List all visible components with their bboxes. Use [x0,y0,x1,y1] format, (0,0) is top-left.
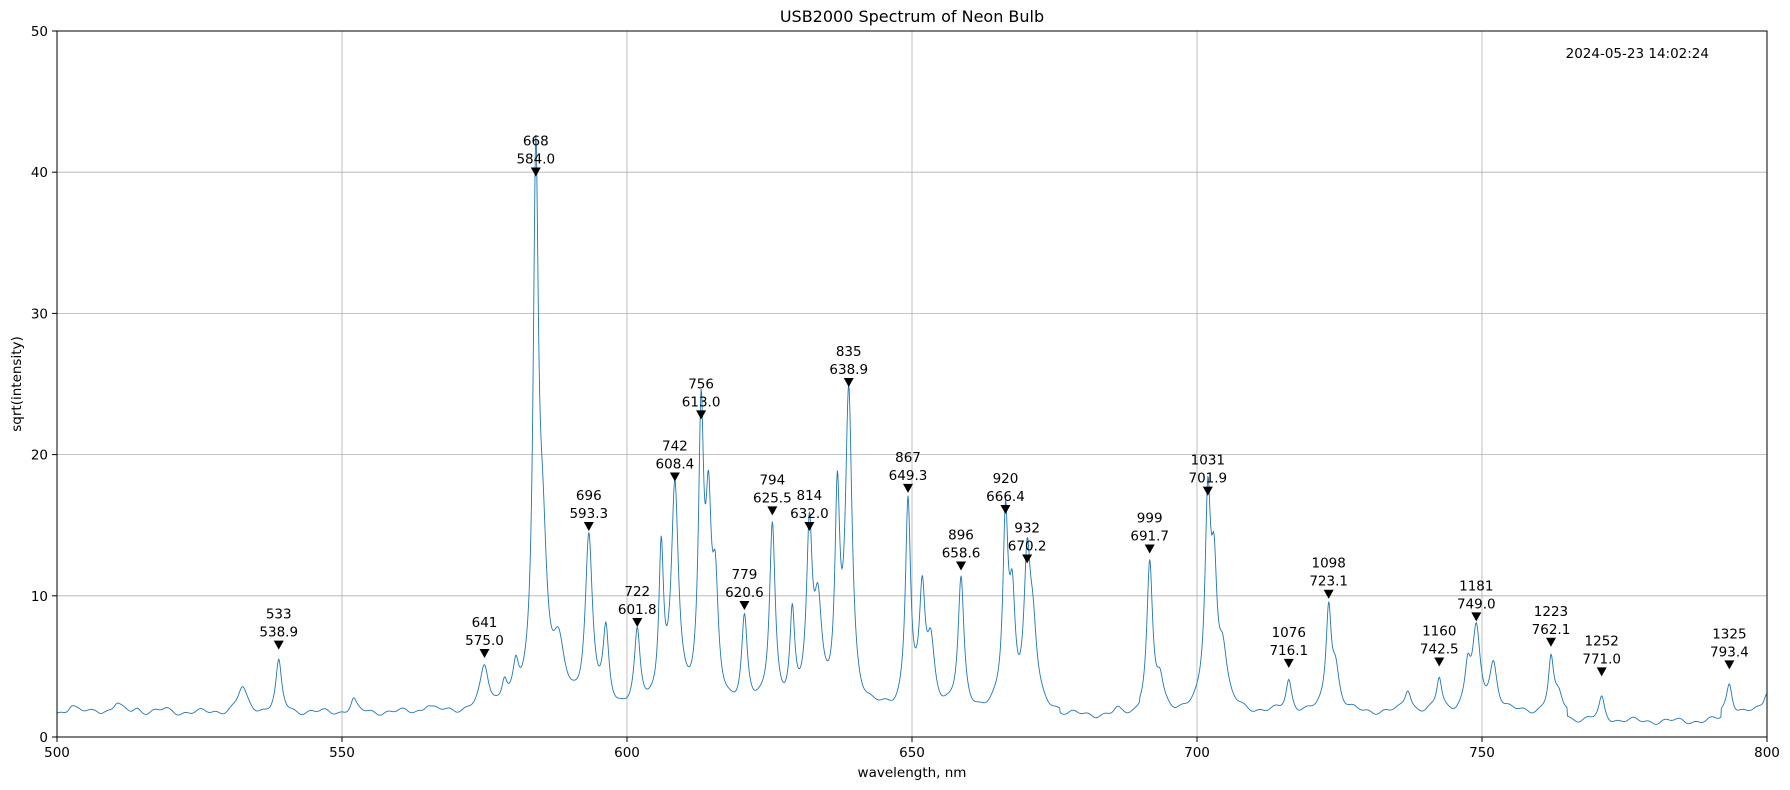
peak-marker [1000,505,1011,515]
peak-wavelength-label: 666.4 [986,489,1025,505]
y-tick-label: 40 [31,165,48,181]
peak-marker [632,617,643,627]
peak-marker [1022,554,1033,564]
peak-wavelength-label: 613.0 [682,394,721,410]
peak-index-label: 742 [662,439,688,455]
peak-wavelength-label: 771.0 [1582,651,1621,667]
peak-marker [903,483,914,493]
peak-index-label: 533 [266,607,292,623]
peak-wavelength-label: 649.3 [889,468,928,484]
peak-markers: 533 538.9 641 575.0 668 584.0 696 593.3 722 601.8… [259,134,1749,677]
peak-marker [479,649,490,659]
peak-index-label: 1031 [1191,453,1225,469]
peak-marker [1202,486,1213,496]
peak-marker [1596,667,1607,677]
peak-wavelength-label: 691.7 [1130,529,1169,545]
peak-wavelength-label: 620.6 [725,585,764,601]
peak-index-label: 932 [1014,520,1040,536]
x-tick-label: 700 [1184,745,1210,761]
peak-index-label: 867 [895,450,921,466]
peak-marker [843,377,854,387]
peak-wavelength-label: 716.1 [1269,643,1308,659]
x-tick-label: 600 [614,745,640,761]
peak-index-label: 1325 [1712,626,1746,642]
peak-index-label: 794 [759,472,785,488]
peak-index-label: 1160 [1422,624,1456,640]
x-tick-label: 800 [1754,745,1780,761]
peak-wavelength-label: 749.0 [1457,596,1496,612]
peak-wavelength-label: 638.9 [829,362,868,378]
y-tick-label: 30 [31,306,48,322]
peak-marker [583,521,594,531]
y-tick-label: 0 [39,730,48,746]
peak-index-label: 779 [732,567,758,583]
y-tick-label: 20 [31,448,48,464]
timestamp-annotation: 2024-05-23 14:02:24 [1566,46,1709,62]
peak-index-label: 1223 [1534,604,1568,620]
peak-wavelength-label: 575.0 [465,633,504,649]
peak-index-label: 835 [836,344,862,360]
peak-index-label: 1098 [1311,556,1345,572]
peak-index-label: 1181 [1459,578,1493,594]
peak-index-label: 920 [993,471,1019,487]
peak-index-label: 814 [797,488,823,504]
peak-marker [956,561,967,571]
x-axis-label: wavelength, nm [858,765,967,781]
chart-title: USB2000 Spectrum of Neon Bulb [780,7,1044,26]
peak-index-label: 1252 [1585,633,1619,649]
x-tick-label: 650 [899,745,925,761]
peak-wavelength-label: 701.9 [1189,471,1228,487]
peak-marker [1144,544,1155,554]
axis-ticks: 500 550 600 650 700 750 800 0 10 20 30 40 50 [31,24,1780,761]
peak-wavelength-label: 742.5 [1420,642,1459,658]
peak-index-label: 722 [624,584,650,600]
peak-marker [1434,657,1445,667]
peak-marker [1323,589,1334,599]
peak-wavelength-label: 658.6 [942,546,981,562]
peak-wavelength-label: 601.8 [618,602,657,618]
peak-marker [1724,660,1735,670]
peak-marker [1471,612,1482,622]
peak-wavelength-label: 762.1 [1532,622,1571,638]
peak-marker [696,410,707,420]
peak-index-label: 668 [523,134,549,150]
peak-index-label: 696 [576,488,602,504]
peak-index-label: 1076 [1272,625,1306,641]
y-tick-label: 10 [31,589,48,605]
x-tick-label: 750 [1469,745,1495,761]
y-tick-label: 50 [31,24,48,40]
peak-marker [1545,637,1556,647]
peak-marker [530,167,541,177]
peak-wavelength-label: 793.4 [1710,644,1749,660]
x-tick-label: 550 [329,745,355,761]
spectrum-series [56,134,1768,725]
spectrum-line [56,134,1768,725]
peak-wavelength-label: 670.2 [1008,538,1047,554]
peak-wavelength-label: 538.9 [259,625,298,641]
y-axis-label: sqrt(intensity) [9,336,25,432]
peak-marker [273,640,284,650]
peak-marker [804,521,815,531]
peak-wavelength-label: 608.4 [656,457,695,473]
peak-marker [739,601,750,611]
peak-wavelength-label: 593.3 [569,506,608,522]
peak-wavelength-label: 625.5 [753,490,792,506]
peak-wavelength-label: 723.1 [1309,574,1348,590]
peak-index-label: 999 [1137,511,1163,527]
peak-marker [669,472,680,482]
peak-index-label: 641 [472,615,498,631]
peak-index-label: 756 [688,376,714,392]
peak-wavelength-label: 584.0 [516,152,555,168]
peak-wavelength-label: 632.0 [790,506,829,522]
x-tick-label: 500 [44,745,70,761]
peak-marker [1283,658,1294,668]
peak-index-label: 896 [948,528,974,544]
peak-marker [767,506,778,516]
